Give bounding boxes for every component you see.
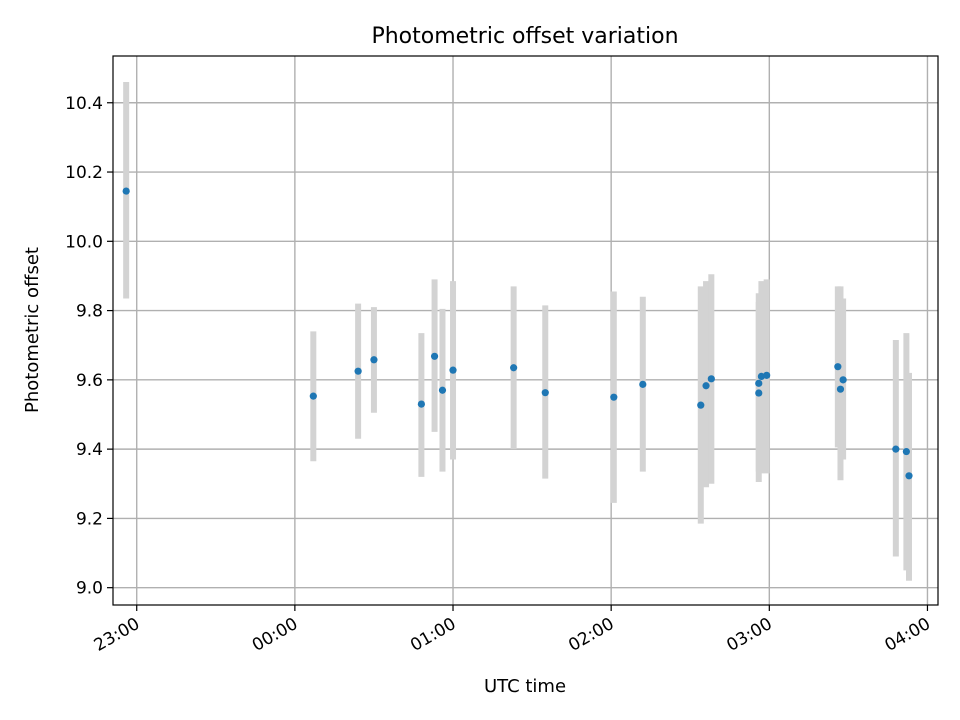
data-point	[122, 187, 130, 195]
data-point	[510, 364, 518, 372]
data-point	[438, 386, 447, 394]
data-point	[763, 371, 771, 379]
data-point	[839, 376, 847, 384]
grid	[113, 56, 938, 605]
y-tick-label: 10.2	[65, 163, 103, 183]
y-tick-label: 10.4	[65, 94, 103, 114]
y-tick-label: 9.8	[76, 302, 103, 322]
y-axis-label: Photometric offset	[22, 247, 43, 413]
x-axis-ticks: 23:00 00:00 01:00 02:00 03:00 04:00	[91, 605, 934, 656]
data-point	[449, 366, 457, 374]
plot-area-frame	[112, 55, 939, 606]
y-tick-label: 9.6	[76, 371, 103, 391]
data-point	[639, 380, 647, 388]
data-point	[309, 392, 317, 400]
data-point	[707, 375, 715, 383]
data-point	[836, 385, 845, 393]
x-axis-label: UTC time	[484, 676, 566, 697]
y-tick-label: 10.0	[65, 232, 103, 252]
data-point	[755, 389, 763, 397]
data-point	[541, 389, 549, 397]
data-point	[417, 400, 425, 408]
x-tick-label: 23:00	[91, 614, 143, 656]
chart-title: Photometric offset variation	[371, 24, 678, 49]
point-layer	[122, 187, 913, 480]
data-point	[892, 445, 900, 453]
data-point	[902, 447, 910, 456]
y-tick-label: 9.4	[76, 440, 103, 460]
data-point	[702, 382, 710, 390]
y-axis-ticks: 9.0 9.2 9.4 9.6 9.8 10.0 10.2 10.4	[65, 94, 113, 599]
x-tick-label: 04:00	[882, 614, 934, 656]
errorbar-layer	[123, 81, 913, 581]
y-tick-label: 9.0	[76, 579, 103, 599]
x-tick-label: 02:00	[565, 614, 617, 656]
x-tick-label: 00:00	[249, 614, 301, 656]
y-tick-label: 9.2	[76, 509, 103, 529]
data-point	[370, 356, 378, 364]
data-point	[430, 352, 439, 360]
x-tick-label: 01:00	[407, 614, 459, 656]
data-point	[354, 367, 362, 375]
data-point	[610, 393, 618, 401]
data-point	[755, 379, 763, 387]
x-tick-label: 03:00	[723, 614, 775, 656]
data-point	[905, 472, 913, 480]
data-point	[834, 363, 842, 371]
data-point	[697, 401, 705, 409]
